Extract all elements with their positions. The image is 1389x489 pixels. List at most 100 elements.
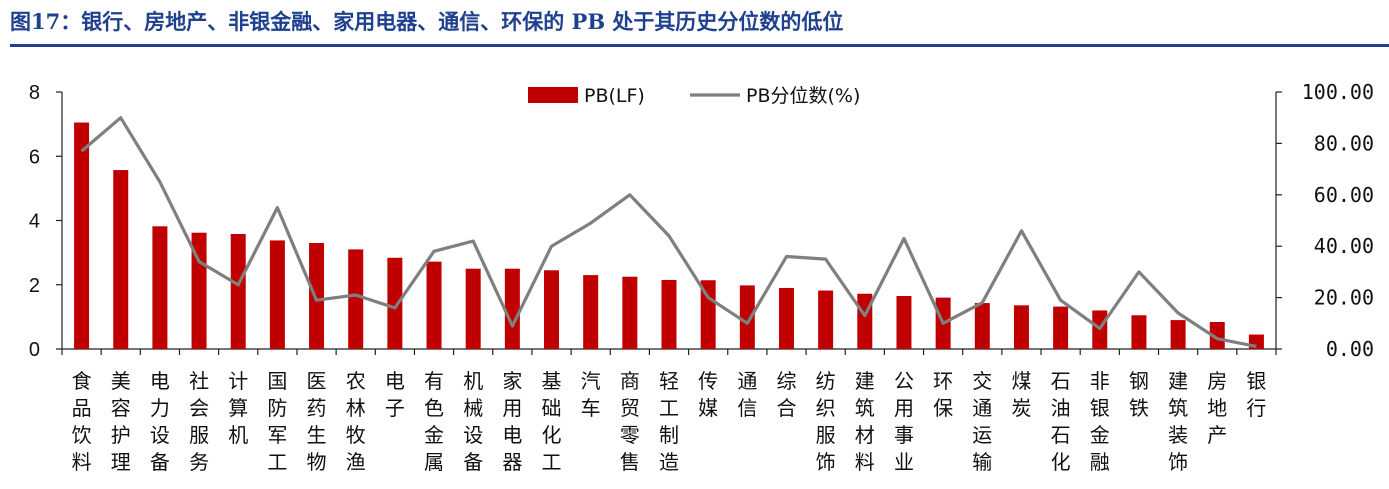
- category-char: 输: [972, 450, 992, 474]
- category-char: 电: [385, 369, 405, 393]
- category-char: 保: [933, 396, 953, 420]
- category-char: 药: [307, 396, 327, 420]
- category-char: 军: [267, 423, 287, 447]
- category-char: 电: [502, 423, 522, 447]
- category-char: 通: [737, 369, 757, 393]
- category-char: 售: [620, 450, 640, 474]
- category-char: 子: [385, 396, 405, 420]
- category-char: 筑: [1168, 396, 1188, 420]
- category-char: 煤: [1011, 369, 1031, 393]
- left-tick-label: 2: [29, 275, 40, 297]
- bar-9: [426, 261, 442, 349]
- category-char: 容: [111, 396, 131, 420]
- category-char: 计: [228, 369, 248, 393]
- bar-24: [1013, 305, 1029, 349]
- figure-title: 图17：银行、房地产、非银金融、家用电器、通信、环保的 PB 处于其历史分位数的…: [10, 9, 844, 34]
- legend: PB(LF) PB分位数(%): [528, 85, 860, 107]
- category-char: 饰: [1168, 450, 1188, 474]
- category-char: 银: [1246, 369, 1266, 393]
- category-char: 装: [1168, 423, 1188, 447]
- category-char: 器: [502, 450, 522, 474]
- category-char: 钢: [1129, 369, 1149, 393]
- category-label-29: 房地产: [1207, 369, 1227, 447]
- category-char: 用: [502, 396, 522, 420]
- category-char: 合: [776, 396, 796, 420]
- category-char: 械: [463, 396, 483, 420]
- category-char: 备: [150, 450, 170, 474]
- category-char: 融: [1090, 450, 1110, 474]
- category-char: 农: [346, 369, 366, 393]
- category-label-8: 电子: [385, 369, 405, 420]
- category-char: 传: [698, 369, 718, 393]
- category-char: 饰: [816, 450, 836, 474]
- category-char: 渔: [346, 450, 366, 474]
- category-char: 产: [1207, 423, 1227, 447]
- category-char: 交: [972, 369, 992, 393]
- category-char: 算: [228, 396, 248, 420]
- category-char: 非: [1090, 369, 1110, 393]
- category-char: 服: [816, 423, 836, 447]
- category-char: 运: [972, 423, 992, 447]
- category-char: 建: [855, 369, 875, 393]
- bar-2: [152, 226, 168, 349]
- category-char: 银: [1090, 396, 1110, 420]
- category-labels: 食品饮料美容护理电力设备社会服务计算机国防军工医药生物农林牧渔电子有色金属机械设…: [72, 369, 1267, 474]
- category-char: 色: [424, 396, 444, 420]
- bar-19: [818, 290, 834, 349]
- category-char: 石: [1051, 369, 1071, 393]
- category-char: 房: [1207, 369, 1227, 393]
- category-char: 物: [307, 450, 327, 474]
- category-char: 石: [1051, 423, 1071, 447]
- category-char: 电: [150, 369, 170, 393]
- category-char: 食: [72, 369, 92, 393]
- category-char: 机: [228, 423, 248, 447]
- category-char: 油: [1051, 396, 1071, 420]
- legend-bar-label: PB(LF): [584, 85, 645, 107]
- bar-7: [348, 249, 364, 349]
- legend-bar-swatch: [528, 87, 578, 103]
- category-char: 社: [189, 369, 209, 393]
- bar-12: [544, 270, 560, 349]
- left-tick-label: 0: [29, 339, 40, 361]
- category-char: 属: [424, 450, 444, 474]
- category-char: 金: [1090, 423, 1110, 447]
- category-char: 有: [424, 369, 444, 393]
- category-char: 织: [816, 396, 836, 420]
- left-tick-label: 8: [29, 82, 40, 104]
- category-char: 建: [1168, 369, 1188, 393]
- category-char: 础: [542, 396, 562, 420]
- category-char: 造: [659, 450, 679, 474]
- category-char: 轻: [659, 369, 679, 393]
- bar-8: [387, 257, 403, 349]
- category-char: 设: [463, 423, 483, 447]
- category-char: 铁: [1129, 396, 1149, 420]
- bar-29: [1209, 322, 1225, 349]
- category-label-24: 煤炭: [1011, 369, 1031, 420]
- category-char: 家: [502, 369, 522, 393]
- category-label-4: 计算机: [228, 369, 248, 447]
- category-label-17: 通信: [737, 369, 757, 420]
- category-char: 会: [189, 396, 209, 420]
- bar-17: [739, 285, 755, 349]
- category-char: 工: [542, 450, 562, 474]
- right-tick-label: 0.00: [1326, 337, 1374, 361]
- category-char: 美: [111, 369, 131, 393]
- category-char: 基: [542, 369, 562, 393]
- bar-10: [465, 268, 481, 349]
- category-char: 设: [150, 423, 170, 447]
- category-char: 工: [659, 396, 679, 420]
- category-char: 车: [581, 396, 601, 420]
- right-tick-label: 40.00: [1314, 234, 1374, 258]
- bar-3: [191, 232, 207, 349]
- category-char: 品: [72, 396, 92, 420]
